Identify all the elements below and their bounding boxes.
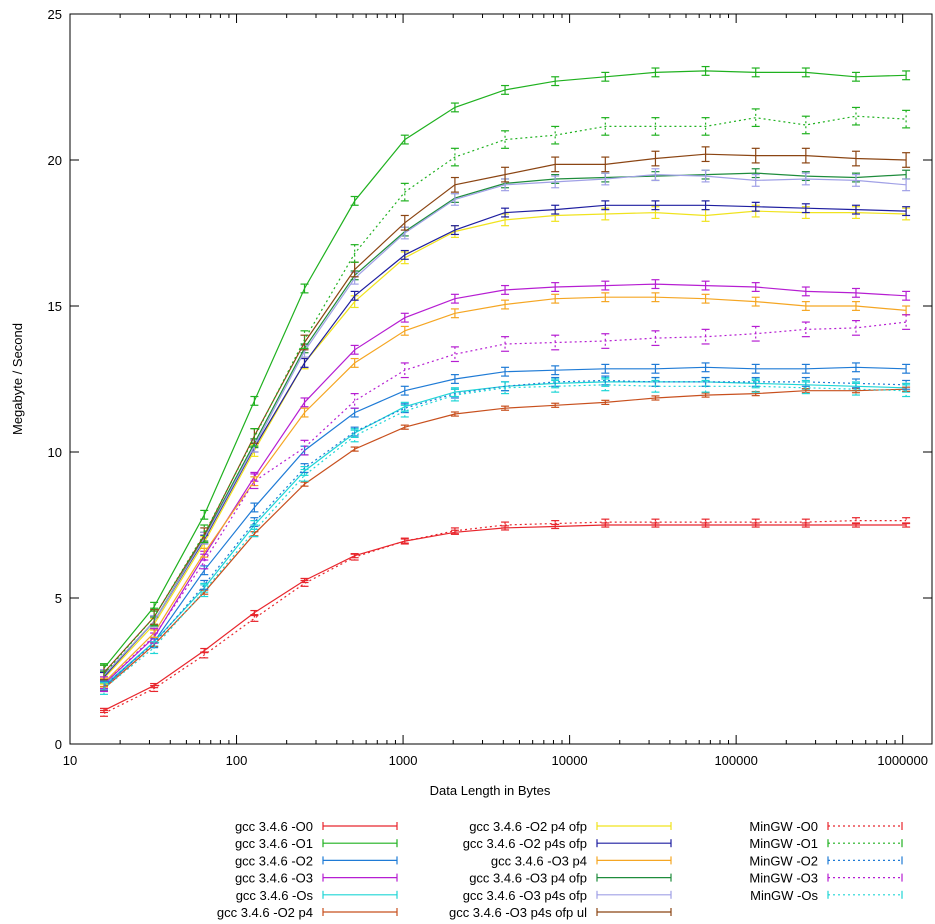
- legend-label: gcc 3.4.6 -O2 p4 ofp: [469, 819, 587, 834]
- x-axis: 10 100 1000 10000 100000 1000000: [63, 14, 928, 768]
- y-tick-label: 0: [55, 737, 62, 752]
- series-group: [99, 65, 911, 674]
- legend-item: gcc 3.4.6 -O3: [235, 871, 398, 886]
- series-group: [99, 517, 911, 717]
- y-tick-label: 15: [48, 299, 62, 314]
- plot-frame: [69, 13, 933, 745]
- legend-item: gcc 3.4.6 -Os: [236, 888, 398, 903]
- legend-item: gcc 3.4.6 -O3 p4 ofp: [469, 871, 672, 886]
- x-tick-label: 10000: [552, 753, 588, 768]
- legend-item: MinGW -Os: [750, 888, 903, 903]
- legend-label: gcc 3.4.6 -O3 p4 ofp: [469, 871, 587, 886]
- x-tick-label: 1000: [389, 753, 418, 768]
- legend-label: MinGW -Os: [750, 888, 818, 903]
- legend-item: gcc 3.4.6 -O1: [235, 836, 398, 851]
- legend-item: gcc 3.4.6 -O3 p4: [491, 853, 672, 868]
- y-tick-label: 25: [48, 7, 62, 22]
- y-tick-label: 10: [48, 445, 62, 460]
- series-layer: [99, 65, 911, 717]
- x-tick-label: 100000: [714, 753, 757, 768]
- legend-label: MinGW -O1: [749, 836, 818, 851]
- series-line: [103, 321, 907, 685]
- legend-label: gcc 3.4.6 -O3 p4s ofp ul: [449, 905, 587, 920]
- legend-item: gcc 3.4.6 -O2 p4 ofp: [469, 819, 672, 834]
- legend-label: gcc 3.4.6 -Os: [236, 888, 314, 903]
- series-group: [99, 378, 911, 695]
- x-tick-label: 100: [226, 753, 248, 768]
- legend-item: MinGW -O0: [749, 819, 903, 834]
- legend-label: gcc 3.4.6 -O3 p4: [491, 853, 587, 868]
- series-line: [103, 379, 907, 687]
- x-axis-label: Data Length in Bytes: [430, 783, 551, 798]
- plot-border: [69, 13, 933, 745]
- legend-item: gcc 3.4.6 -O2 p4s ofp: [463, 836, 672, 851]
- legend-label: gcc 3.4.6 -O1: [235, 836, 313, 851]
- legend-label: MinGW -O2: [749, 853, 818, 868]
- y-tick-label: 5: [55, 591, 62, 606]
- legend-label: MinGW -O3: [749, 871, 818, 886]
- series-group: [99, 279, 911, 690]
- legend-label: gcc 3.4.6 -O2 p4: [217, 905, 313, 920]
- legend-item: gcc 3.4.6 -O3 p4s ofp: [463, 888, 672, 903]
- legend-label: gcc 3.4.6 -O3 p4s ofp: [463, 888, 587, 903]
- series-group: [99, 106, 911, 684]
- legend-label: MinGW -O0: [749, 819, 818, 834]
- x-tick-label: 1000000: [877, 753, 928, 768]
- legend-item: MinGW -O3: [749, 871, 903, 886]
- series-line: [103, 115, 907, 675]
- legend-item: gcc 3.4.6 -O2 p4: [217, 905, 398, 920]
- x-tick-label: 10: [63, 753, 77, 768]
- legend-item: MinGW -O2: [749, 853, 903, 868]
- series-line: [103, 519, 907, 714]
- legend-label: gcc 3.4.6 -O0: [235, 819, 313, 834]
- legend-label: gcc 3.4.6 -O3: [235, 871, 313, 886]
- legend-item: gcc 3.4.6 -O0: [235, 819, 398, 834]
- legend-label: gcc 3.4.6 -O2 p4s ofp: [463, 836, 587, 851]
- legend-label: gcc 3.4.6 -O2: [235, 853, 313, 868]
- y-axis-label: Megabyte / Second: [10, 323, 25, 435]
- series-group: [99, 314, 911, 693]
- series-group: [99, 362, 911, 693]
- y-axis: 0 5 10 15 20 25: [48, 7, 932, 752]
- legend-item: gcc 3.4.6 -O2: [235, 853, 398, 868]
- series-group: [99, 386, 911, 692]
- legend: gcc 3.4.6 -O0 gcc 3.4.6 -O1 gcc 3.4.6 -O2 g…: [217, 819, 903, 920]
- y-tick-label: 20: [48, 153, 62, 168]
- legend-item: MinGW -O1: [749, 836, 903, 851]
- legend-item: gcc 3.4.6 -O3 p4s ofp ul: [449, 905, 672, 920]
